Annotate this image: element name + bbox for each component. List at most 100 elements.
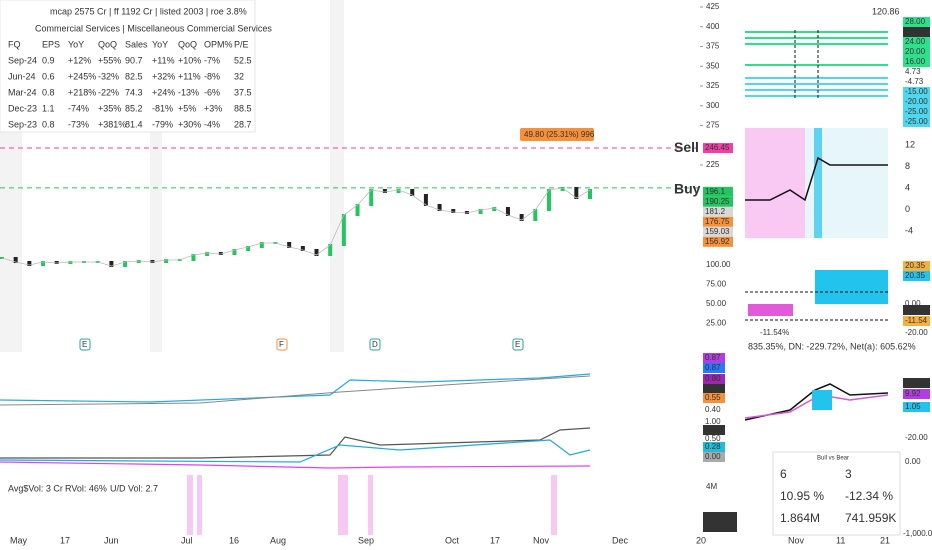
table-cell: 85.2 [125,103,143,113]
table-cell: 82.5 [125,71,143,81]
candle [300,246,305,252]
tag-bg [903,77,930,87]
candle [588,188,592,200]
label: 1.00 [705,417,721,426]
side-panel-shapes [0,30,901,536]
y-tick-label: 375 [706,42,720,51]
candle [13,256,18,264]
label: 4 [905,182,910,192]
table-cell: +11% [152,55,175,65]
y-tick-label: 400 [706,22,720,31]
label: 75.00 [706,280,727,289]
price-tag-text: 176.75 [705,217,730,226]
candle [382,188,387,194]
tag-bg [903,97,930,107]
tag-text: 16.00 [905,57,926,66]
x-tick-label: 16 [229,535,239,545]
label: -1,000.00 [903,529,932,538]
tag-bg [903,305,930,315]
tag-bg [703,442,725,452]
table-cell: +218% [68,87,96,97]
candle [287,241,292,249]
table-cell: 74.3 [125,87,143,97]
tag-bg [903,299,930,309]
tag-text: -20.00 [905,97,928,106]
table-cell: Sep-23 [8,119,37,129]
tag-text: 0.79 [705,384,721,393]
table-cell: Mar-24 [8,87,37,97]
candle [396,188,401,194]
column-header: QoQ [178,39,197,49]
price-tag-text: 190.25 [705,197,730,206]
candle [328,244,333,256]
candle [355,203,360,217]
tag-bg [903,47,930,57]
table-cell: 32 [234,71,244,81]
tag-text: 28.00 [905,17,926,26]
x-tick-label: Nov [788,535,805,545]
column-header: YoY [152,39,168,49]
candle [546,188,551,212]
event-icon [512,338,524,351]
tag-bg [903,17,930,27]
tag-bg [703,425,725,435]
x-tick-label: Jul [181,535,193,545]
table-cell: 52.5 [234,55,252,65]
y-tick-label: 325 [706,81,720,90]
column-header: Sales [125,39,148,49]
table-cell: +5% [178,103,196,113]
price-line [1,187,591,267]
event-label: E [515,340,520,349]
table-cell: 37.5 [234,87,252,97]
candle [437,203,442,212]
tag-text: -20.00 [905,328,928,337]
label: 835.35%, DN: -229.72%, Net(a): 605.62% [748,341,916,351]
label: 0.40 [705,405,721,414]
table-cell: +381% [98,119,126,129]
price-tag [703,236,733,247]
volume-text: Avg$Vol: 3 Cr [8,483,63,493]
y-tick-label: 425 [706,2,720,11]
label: 50.00 [706,299,727,308]
table-cell: -81% [152,103,173,113]
candle [27,261,32,267]
candle [191,253,196,261]
candle [314,249,319,256]
tag-bg [703,393,725,403]
tag-text: 0.28 [705,442,721,451]
tag-text: 0.55 [705,393,721,402]
bull-bear-cell: 6 [780,467,787,481]
bull-bear-cell: -12.34 % [845,489,893,503]
table-cell: -74% [68,103,89,113]
event-label: F [279,340,284,349]
table-cell: +3% [204,103,222,113]
column-header: OPM% [204,39,233,49]
price-tag [703,143,733,154]
tag-text: -20.00 [905,433,928,442]
price-tag-text: 156.92 [705,237,730,246]
volume-highlights [187,475,557,535]
price-tag [703,206,733,217]
tag-bg [903,457,930,467]
table-cell: -7% [204,55,220,65]
table-cell: +30% [178,119,201,129]
bull-bear-cell: 1.864M [780,511,820,525]
x-tick-label: Sep [358,535,374,545]
tag-bg [903,271,930,281]
tag-bg [703,512,737,522]
table-cell: Dec-23 [8,103,37,113]
tag-bg [703,384,725,394]
x-tick-label: Aug [270,535,286,545]
candle [423,194,428,206]
label: 8 [905,161,910,171]
table-cell: 28.7 [234,119,252,129]
candle [123,261,128,267]
column-header: EPS [42,39,60,49]
label: -11.54% [760,328,789,337]
x-tick-label: 11 [836,535,845,545]
tag-bg [903,389,930,399]
x-tick-label: Dec [612,535,629,545]
tag-text: 0.87 [705,353,721,362]
